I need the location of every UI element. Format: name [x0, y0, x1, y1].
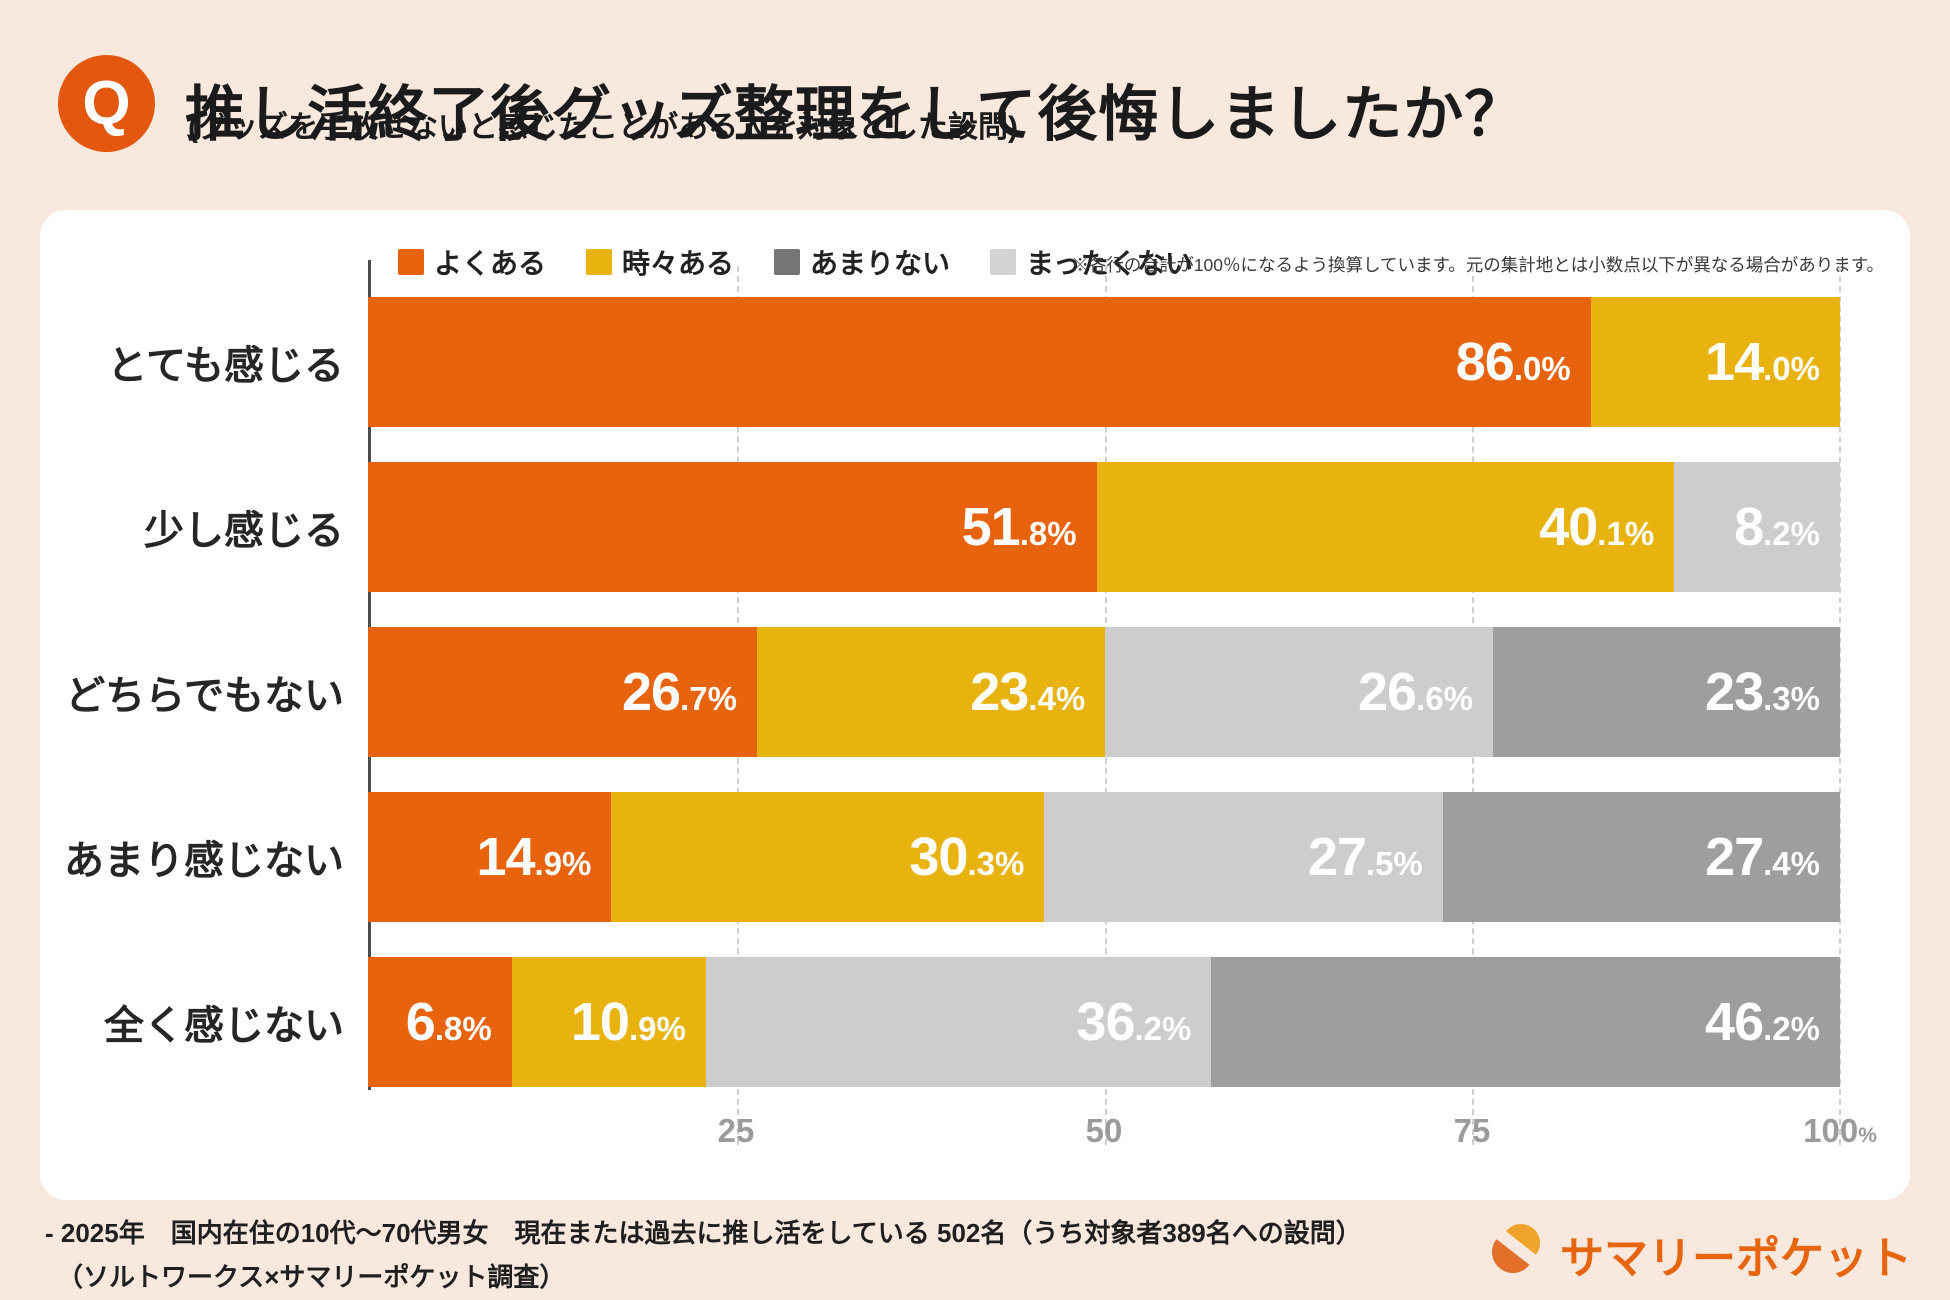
bar-segment: 27.5% — [1044, 792, 1443, 922]
bar-segment: 27.4% — [1442, 792, 1841, 922]
bar-segment: 26.6% — [1105, 627, 1493, 757]
legend-item: 時々ある — [586, 242, 734, 282]
row-label: 少し感じる — [144, 509, 344, 553]
segment-value: 10.9% — [570, 992, 686, 1052]
legend-item: よくある — [398, 242, 546, 282]
segment-value: 26.7% — [621, 662, 737, 722]
legend-swatch — [398, 249, 424, 275]
x-tick-label: 50 — [1085, 1112, 1123, 1149]
legend-label: よくある — [434, 248, 547, 279]
segment-value: 23.4% — [970, 662, 1086, 722]
segment-value: 8.2% — [1734, 497, 1821, 557]
chart-footnote: ※各行の合計が100％になるよう換算しています。元の集計地とは小数点以下が異なる… — [1071, 255, 1884, 275]
segment-value: 23.3% — [1705, 662, 1820, 722]
segment-value: 36.2% — [1076, 992, 1192, 1052]
row-label: 全く感じない — [104, 1004, 344, 1048]
source-note-line2: （ソルトワークス×サマリーポケット調査） — [57, 1262, 566, 1292]
stacked-bar: 86.0% 14.0% — [368, 297, 1840, 427]
table-row: どちらでもない 26.7% 23.4% 26.6% 23.3% — [40, 627, 1840, 757]
stacked-bar: 26.7% 23.4% 26.6% 23.3% — [368, 627, 1840, 757]
segment-value: 30.3% — [909, 827, 1025, 887]
legend-label: あまりない — [810, 248, 951, 279]
bar-segment: 86.0% — [368, 297, 1591, 427]
x-tick-label: 75 — [1453, 1112, 1491, 1149]
legend-label: まったくない — [1026, 248, 1193, 279]
row-label: どちらでもない — [65, 674, 344, 718]
bar-segment: 23.3% — [1492, 627, 1840, 757]
chart-card: よくある 時々ある あまりない まったくない ※各行の合計が100％になるよう換算して… — [40, 210, 1910, 1200]
segment-value: 6.8% — [405, 992, 492, 1052]
segment-value: 14.0% — [1705, 332, 1820, 392]
bar-segment: 14.9% — [368, 792, 612, 922]
stacked-bar: 51.8% 40.1% 8.2% — [368, 462, 1841, 592]
segment-value: 40.1% — [1539, 497, 1655, 557]
bar-segment: 26.7% — [368, 627, 757, 757]
table-row: 全く感じない 6.8% 10.9% 36.2% 46.2% — [40, 957, 1840, 1087]
bar-segment: 46.2% — [1211, 957, 1840, 1087]
table-row: とても感じる 86.0% 14.0% — [40, 297, 1840, 427]
page-subtitle: (グッズを手放せないと感じたことがある人を対象とした設問) — [188, 111, 1018, 144]
x-tick-label: 100% — [1803, 1112, 1877, 1149]
page-title: 推し活終了後グッズ整理をして後悔しましたか？ — [185, 81, 1526, 149]
brand-logo: サマリーポケット — [1483, 1216, 1912, 1286]
bar-segment: 30.3% — [611, 792, 1045, 922]
bar-segment: 36.2% — [705, 957, 1212, 1087]
segment-value: 51.8% — [961, 497, 1077, 557]
bar-segment: 8.2% — [1674, 462, 1841, 592]
brand-logo-text: サマリーポケット — [1560, 1234, 1912, 1283]
legend-item: まったくない — [990, 242, 1193, 282]
bar-segment: 14.0% — [1590, 297, 1840, 427]
source-note: - 2025年 国内在住の10代～70代男女 現在または過去に推し活をしている … — [45, 1213, 1362, 1294]
row-label: あまり感じない — [64, 839, 344, 883]
legend-swatch — [586, 249, 613, 275]
bar-segment: 6.8% — [368, 957, 512, 1087]
segment-value: 14.9% — [476, 827, 592, 887]
table-row: あまり感じない 14.9% 30.3% 27.5% 27.4% — [40, 792, 1841, 922]
segment-value: 86.0% — [1455, 332, 1571, 392]
bar-segment: 23.4% — [756, 627, 1106, 757]
bar-segment: 40.1% — [1096, 462, 1675, 592]
x-tick-label: 25 — [717, 1112, 755, 1149]
bar-segment: 51.8% — [368, 462, 1097, 592]
stacked-bar: 6.8% 10.9% 36.2% 46.2% — [368, 957, 1840, 1087]
table-row: 少し感じる 51.8% 40.1% 8.2% — [40, 462, 1841, 592]
legend-label: 時々ある — [622, 248, 735, 279]
stacked-bar: 14.9% 30.3% 27.5% 27.4% — [368, 792, 1841, 922]
x-axis-ticks: 25 50 75 100% — [368, 1112, 1877, 1152]
segment-value: 27.5% — [1307, 827, 1423, 887]
segment-value: 26.6% — [1357, 662, 1473, 722]
source-note-line1: - 2025年 国内在住の10代～70代男女 現在または過去に推し活をしている … — [45, 1218, 1362, 1248]
legend-swatch — [990, 249, 1017, 275]
bar-segment: 10.9% — [511, 957, 706, 1087]
segment-value: 27.4% — [1705, 827, 1821, 887]
chart-legend: よくある 時々ある あまりない まったくない — [398, 242, 1193, 282]
legend-swatch — [774, 249, 801, 275]
segment-value: 46.2% — [1705, 992, 1820, 1052]
question-badge: Q — [58, 55, 155, 152]
bar-rows: とても感じる 86.0% 14.0% 少し感じる 51.8% 40.1% 8.2% どちらでも… — [40, 297, 1841, 1122]
brand-logo-icon — [1483, 1216, 1548, 1286]
row-label: とても感じる — [107, 344, 344, 388]
legend-item: あまりない — [774, 242, 950, 282]
